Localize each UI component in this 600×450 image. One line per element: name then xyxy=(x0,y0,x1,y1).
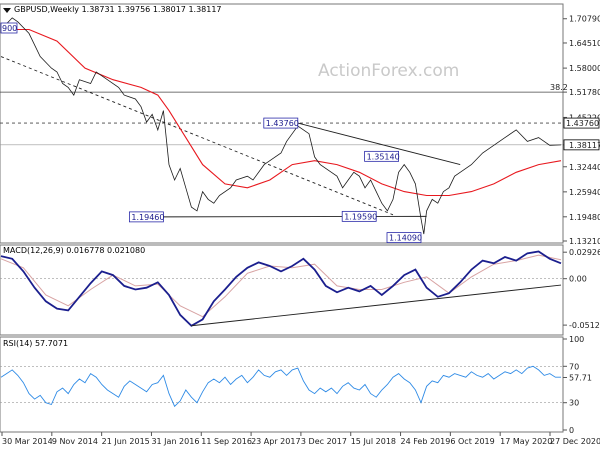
y-tick-label: 30 xyxy=(569,399,579,408)
y-tick-label: 1.38117 xyxy=(569,141,600,150)
price-panel: 1.707901.645101.580001.517801.452201.381… xyxy=(0,3,600,246)
moving-average-line xyxy=(1,28,562,197)
rsi-lines xyxy=(0,365,563,408)
x-tick-label: 3 Dec 2017 xyxy=(301,437,347,446)
chevron-down-icon[interactable] xyxy=(3,8,11,13)
trendline xyxy=(163,215,427,218)
y-tick-label: 1.58000 xyxy=(569,64,600,73)
fibonacci-label: 38.2 xyxy=(550,83,568,92)
swing-label: 1.14090 xyxy=(389,234,422,243)
y-tick-label: 0.029261 xyxy=(569,248,600,257)
rsi-panel: RSI(14) 57.7071 100 70 57.71 30 0 xyxy=(0,335,592,435)
swing-label-box xyxy=(386,232,422,244)
x-tick-label: 17 May 2020 xyxy=(500,437,552,446)
x-tick-label: 31 Jan 2016 xyxy=(151,437,199,446)
y-tick-label: 0 xyxy=(569,426,574,435)
x-tick-label: 21 Jun 2015 xyxy=(102,437,150,446)
y-tick-label: 1.19480 xyxy=(569,213,600,222)
x-axis: 30 Mar 2014 9 Nov 2014 21 Jun 2015 31 Jan 2… xyxy=(1,432,600,446)
x-tick-label: 27 Dec 2020 xyxy=(550,437,600,446)
rsi-title: RSI(14) 57.7071 xyxy=(3,339,68,348)
y-tick-label: 0.00 xyxy=(569,275,587,284)
y-tick-label: 70 xyxy=(569,362,579,371)
y-tick-label: 1.51780 xyxy=(569,88,600,97)
macd-lines xyxy=(0,250,563,327)
macd-title: MACD(12,26,9) 0.016778 0.021080 xyxy=(3,246,145,255)
y-tick-label: 1.13210 xyxy=(569,237,600,246)
y-tick-label: 1.25940 xyxy=(569,188,600,197)
macd-line xyxy=(0,250,562,327)
macd-signal-line xyxy=(0,254,562,318)
rsi-line xyxy=(0,365,561,408)
macd-panel: MACD(12,26,9) 0.016778 0.021080 0.029261… xyxy=(0,244,600,336)
corner-label: 900 xyxy=(2,24,17,33)
x-tick-label: 6 Oct 2019 xyxy=(450,437,494,446)
y-tick-label: 57.71 xyxy=(569,373,592,382)
trendline xyxy=(297,122,461,166)
swing-label-box xyxy=(128,211,164,223)
current-price-box xyxy=(563,139,600,151)
rsi-y-axis: 100 70 57.71 30 0 xyxy=(563,335,592,435)
macd-trendline xyxy=(191,284,562,327)
x-tick-label: 11 Sep 2016 xyxy=(201,437,252,446)
swing-label-box xyxy=(263,117,299,129)
y-tick-label: -0.051279 xyxy=(569,321,600,330)
x-tick-label: 15 Jul 2018 xyxy=(351,437,396,446)
swing-label: 1.35140 xyxy=(367,152,400,161)
watermark: ActionForex.com xyxy=(318,61,459,81)
swing-label: 1.19460 xyxy=(131,213,164,222)
macd-y-axis: 0.029261 0.00 -0.051279 xyxy=(563,248,600,330)
price-lines xyxy=(0,17,563,235)
swing-label-box xyxy=(364,150,400,162)
chart-title: GBPUSD,Weekly 1.38731 1.39756 1.38017 1.… xyxy=(14,5,222,14)
y-tick-label: 1.64510 xyxy=(569,39,600,48)
x-tick-label: 24 Feb 2019 xyxy=(401,437,451,446)
swing-label-box xyxy=(341,210,377,222)
level-label: 1.43760 xyxy=(566,119,599,128)
price-line xyxy=(0,17,562,235)
x-tick-label: 23 Apr 2017 xyxy=(251,437,300,446)
x-tick-label: 30 Mar 2014 xyxy=(2,437,53,446)
y-tick-label: 1.32440 xyxy=(569,163,600,172)
swing-label: 1.43760 xyxy=(266,119,299,128)
swing-label: 1.19590 xyxy=(344,212,377,221)
macd-panel-frame xyxy=(0,244,564,336)
x-tick-label: 9 Nov 2014 xyxy=(52,437,98,446)
corner-label-box xyxy=(0,22,18,34)
y-tick-label: 1.70790 xyxy=(569,15,600,24)
level-label-box xyxy=(563,117,600,129)
trendline xyxy=(0,56,394,216)
rsi-panel-frame xyxy=(0,336,564,433)
y-tick-label: 100 xyxy=(569,335,584,344)
price-annotations: 38.2 1.43760 900 1.43760 1.35140 1.19460 1.195… xyxy=(0,22,600,244)
